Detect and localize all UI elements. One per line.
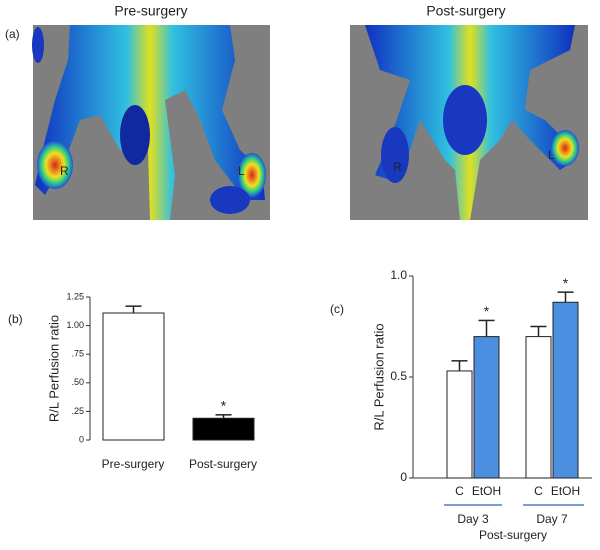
y-tick-label: 0.5 [390,369,407,383]
bar [446,370,473,479]
y-axis-label: R/L Perfusion ratio [46,315,61,422]
y-tick-label: 0 [400,470,407,484]
image-label: R [60,164,69,178]
x-tick-label: Pre-surgery [102,457,165,471]
panel-label: (a) [5,27,20,41]
x-tick-label: Day 7 [536,512,568,526]
image-label: L [238,164,245,178]
y-tick-label: 0 [79,434,84,444]
y-axis-label: R/L Perfusion ratio [371,323,386,430]
series-label: EtOH [551,484,580,498]
y-tick-label: 1.25 [66,291,84,301]
bar [192,417,255,441]
image-title: Pre-surgery [114,3,187,19]
x-tick-label: Post-surgery [189,457,257,471]
y-tick-label: .75 [71,349,84,359]
y-tick-label: 1.0 [390,268,407,282]
y-tick-label: .50 [71,377,84,387]
bar [473,336,500,479]
image-label: L [548,148,555,162]
significance: * [484,303,490,319]
x-axis-label: Post-surgery [479,528,547,542]
series-label: C [455,484,464,498]
perfusion-image [350,25,588,220]
y-tick-label: 1.00 [66,320,84,330]
perfusion-image [32,25,270,220]
x-tick-label: Day 3 [457,512,489,526]
bar [102,312,165,441]
y-tick-label: .25 [71,406,84,416]
bar [552,301,579,479]
bar [525,336,552,479]
significance: * [221,398,227,414]
panel-label: (c) [330,302,344,316]
significance: * [563,275,569,291]
series-label: EtOH [472,484,501,498]
panel-label: (b) [8,312,23,326]
image-title: Post-surgery [426,3,505,19]
series-label: C [534,484,543,498]
image-label: R [393,160,402,174]
